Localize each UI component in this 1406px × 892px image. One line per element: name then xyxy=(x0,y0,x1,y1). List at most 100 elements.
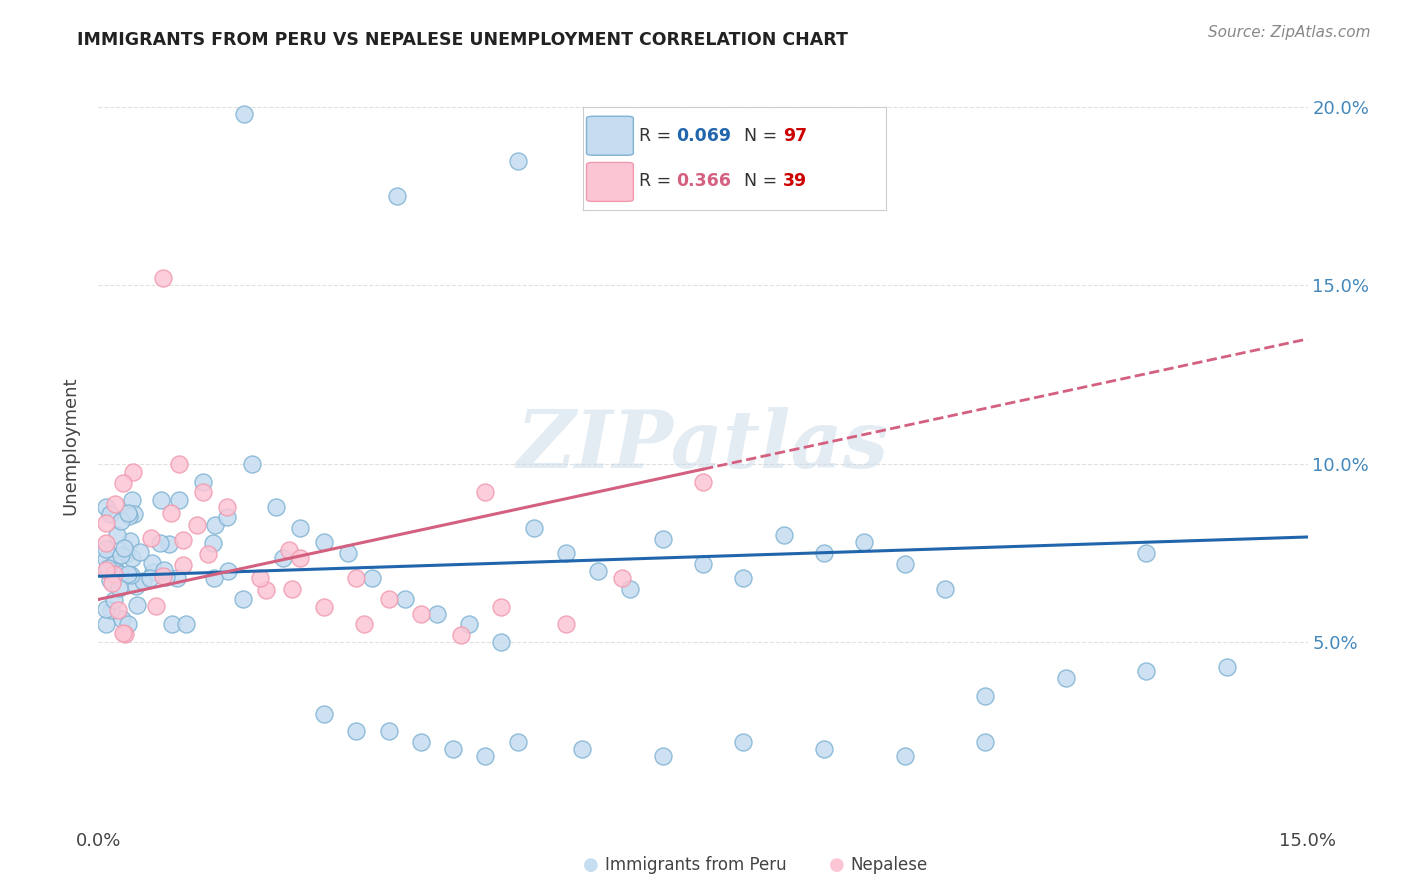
Point xyxy=(110,567,132,582)
Point xyxy=(118,534,141,549)
Point xyxy=(186,517,208,532)
Point xyxy=(100,603,122,617)
Point xyxy=(314,706,336,721)
Point xyxy=(692,475,714,489)
Point xyxy=(612,571,634,585)
Point xyxy=(112,541,135,555)
Point xyxy=(117,567,139,582)
Point xyxy=(409,607,432,621)
Point xyxy=(813,742,835,756)
Point xyxy=(120,568,142,582)
Point xyxy=(114,627,136,641)
Point xyxy=(651,532,673,546)
Point xyxy=(152,563,174,577)
Text: N =: N = xyxy=(744,172,783,190)
Point xyxy=(96,535,118,549)
Point xyxy=(288,521,311,535)
Point xyxy=(314,535,336,549)
Point xyxy=(104,497,127,511)
Text: ZIPatlas: ZIPatlas xyxy=(517,408,889,484)
Text: 0.069: 0.069 xyxy=(676,128,731,145)
Point xyxy=(117,506,139,520)
Point xyxy=(1054,671,1077,685)
Point xyxy=(141,531,163,545)
Point xyxy=(152,271,174,285)
Point xyxy=(145,599,167,613)
Point xyxy=(458,617,481,632)
Text: ●: ● xyxy=(828,856,845,874)
Point xyxy=(441,742,464,756)
Point xyxy=(105,528,128,542)
Point xyxy=(121,551,143,566)
Point xyxy=(125,598,148,612)
Point xyxy=(772,528,794,542)
Point xyxy=(107,603,129,617)
Point xyxy=(167,457,190,471)
Point xyxy=(112,475,135,490)
Point xyxy=(277,543,299,558)
Point xyxy=(232,592,254,607)
Point xyxy=(149,536,172,550)
Point xyxy=(353,617,375,632)
Point xyxy=(96,542,118,557)
Point xyxy=(232,107,254,121)
Point xyxy=(249,571,271,585)
Point xyxy=(733,735,755,749)
Point xyxy=(934,582,956,596)
Point xyxy=(506,153,529,168)
Point xyxy=(176,617,198,632)
Point xyxy=(197,547,219,561)
Point xyxy=(201,536,224,550)
Point xyxy=(264,500,287,514)
Point xyxy=(193,475,215,489)
Point xyxy=(111,626,134,640)
Point xyxy=(115,547,138,561)
Point xyxy=(426,607,449,621)
Point xyxy=(141,557,163,571)
Point xyxy=(491,599,513,614)
Point xyxy=(110,514,132,528)
Text: R =: R = xyxy=(640,128,678,145)
Point xyxy=(108,582,131,596)
Point xyxy=(394,592,416,607)
Point xyxy=(96,617,118,632)
Point xyxy=(571,742,593,756)
Point xyxy=(103,593,125,607)
Point xyxy=(256,583,278,598)
Point xyxy=(1135,546,1157,560)
FancyBboxPatch shape xyxy=(586,116,633,155)
Point xyxy=(491,635,513,649)
Point xyxy=(619,582,641,596)
Point xyxy=(651,749,673,764)
Point xyxy=(128,545,150,559)
Text: Nepalese: Nepalese xyxy=(851,856,928,874)
Point xyxy=(110,611,132,625)
Point xyxy=(344,724,367,739)
Point xyxy=(337,546,360,560)
Point xyxy=(377,592,399,607)
Y-axis label: Unemployment: Unemployment xyxy=(62,376,80,516)
Point xyxy=(450,628,472,642)
Point xyxy=(974,735,997,749)
Text: N =: N = xyxy=(744,128,783,145)
Point xyxy=(160,617,183,632)
Point xyxy=(139,571,162,585)
Text: Source: ZipAtlas.com: Source: ZipAtlas.com xyxy=(1208,25,1371,40)
Point xyxy=(288,551,311,566)
Point xyxy=(121,465,143,479)
Point xyxy=(523,521,546,535)
Point xyxy=(172,533,194,547)
Point xyxy=(157,537,180,551)
Point xyxy=(118,508,141,523)
Point xyxy=(1135,664,1157,678)
Point xyxy=(96,563,118,577)
Point xyxy=(377,724,399,739)
Point xyxy=(159,506,181,520)
Point xyxy=(217,564,239,578)
Point xyxy=(893,557,915,571)
Text: IMMIGRANTS FROM PERU VS NEPALESE UNEMPLOYMENT CORRELATION CHART: IMMIGRANTS FROM PERU VS NEPALESE UNEMPLO… xyxy=(77,31,848,49)
Point xyxy=(474,749,496,764)
Point xyxy=(271,550,294,565)
Point xyxy=(217,500,239,514)
Point xyxy=(555,546,578,560)
